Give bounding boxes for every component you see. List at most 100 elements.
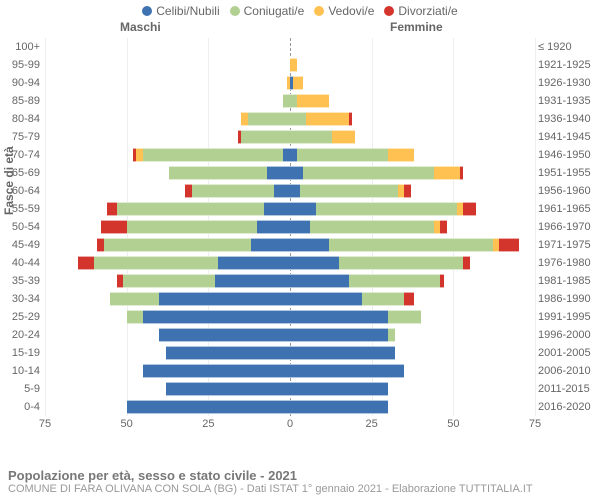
bar-male — [166, 382, 290, 396]
bar-male — [169, 166, 290, 180]
bar-segment — [290, 202, 316, 216]
bar-female — [290, 112, 352, 126]
bar-segment — [306, 112, 348, 126]
pyramid-row: 85-891931-1935 — [45, 92, 535, 110]
bar-segment — [388, 148, 414, 162]
footer: Popolazione per età, sesso e stato civil… — [8, 468, 533, 495]
bar-segment — [110, 292, 159, 306]
bar-female — [290, 400, 388, 414]
pyramid-row: 70-741946-1950 — [45, 146, 535, 164]
bar-segment — [248, 112, 290, 126]
bar-male — [159, 328, 290, 342]
bar-segment — [349, 274, 440, 288]
x-tick: 0 — [287, 418, 293, 430]
bar-male — [241, 112, 290, 126]
bar-male — [101, 220, 290, 234]
pyramid-row: 5-92011-2015 — [45, 380, 535, 398]
bars-wrap — [45, 256, 535, 270]
age-label: 10-14 — [0, 365, 40, 377]
bar-male — [166, 346, 290, 360]
age-label: 75-79 — [0, 131, 40, 143]
bar-segment — [290, 112, 306, 126]
legend-item: Divorziati/e — [384, 4, 457, 18]
age-label: 70-74 — [0, 149, 40, 161]
bars-wrap — [45, 40, 535, 54]
pyramid-row: 20-241996-2000 — [45, 326, 535, 344]
pyramid-row: 80-841936-1940 — [45, 110, 535, 128]
bar-male — [238, 130, 290, 144]
bar-segment — [251, 238, 290, 252]
bar-male — [127, 400, 290, 414]
bar-male — [127, 310, 290, 324]
birth-year-label: 1991-1995 — [538, 311, 600, 323]
bar-segment — [166, 346, 290, 360]
legend-label: Vedovi/e — [328, 4, 374, 18]
bar-segment — [329, 238, 492, 252]
bar-segment — [290, 400, 388, 414]
birth-year-label: 2016-2020 — [538, 401, 600, 413]
x-tick: 25 — [202, 418, 214, 430]
pyramid-row: 0-42016-2020 — [45, 398, 535, 416]
birth-year-label: 1946-1950 — [538, 149, 600, 161]
bar-female — [290, 382, 388, 396]
age-label: 100+ — [0, 41, 40, 53]
pyramid-row: 60-641956-1960 — [45, 182, 535, 200]
bar-segment — [290, 238, 329, 252]
bar-segment — [303, 166, 434, 180]
pyramid-row: 40-441976-1980 — [45, 254, 535, 272]
header-male: Maschi — [120, 20, 161, 34]
header-female: Femmine — [390, 20, 443, 34]
bars-wrap — [45, 310, 535, 324]
bar-segment — [78, 256, 94, 270]
bar-female — [290, 148, 414, 162]
pyramid-row: 65-691951-1955 — [45, 164, 535, 182]
bars-wrap — [45, 238, 535, 252]
age-label: 40-44 — [0, 257, 40, 269]
age-label: 60-64 — [0, 185, 40, 197]
birth-year-label: 1961-1965 — [538, 203, 600, 215]
legend-item: Coniugati/e — [230, 4, 305, 18]
pyramid-row: 75-791941-1945 — [45, 128, 535, 146]
bar-segment — [434, 166, 460, 180]
legend-item: Celibi/Nubili — [142, 4, 219, 18]
x-tick: 50 — [447, 418, 459, 430]
bar-segment — [117, 202, 264, 216]
bars-wrap — [45, 184, 535, 198]
birth-year-label: 2006-2010 — [538, 365, 600, 377]
bar-segment — [267, 166, 290, 180]
bars-wrap — [45, 76, 535, 90]
birth-year-label: 1931-1935 — [538, 95, 600, 107]
age-label: 45-49 — [0, 239, 40, 251]
bar-segment — [388, 328, 395, 342]
bar-segment — [192, 184, 274, 198]
birth-year-label: 1976-1980 — [538, 257, 600, 269]
bar-female — [290, 76, 303, 90]
bars-wrap — [45, 112, 535, 126]
bar-segment — [143, 364, 290, 378]
bar-segment — [290, 382, 388, 396]
age-label: 20-24 — [0, 329, 40, 341]
pyramid-row: 35-391981-1985 — [45, 272, 535, 290]
bars-wrap — [45, 148, 535, 162]
birth-year-label: 1986-1990 — [538, 293, 600, 305]
bar-segment — [404, 292, 414, 306]
bar-segment — [290, 130, 332, 144]
bars-wrap — [45, 274, 535, 288]
birth-year-label: 1951-1955 — [538, 167, 600, 179]
legend-swatch — [384, 6, 394, 16]
pyramid-row: 100+≤ 1920 — [45, 38, 535, 56]
bar-female — [290, 184, 411, 198]
bars-wrap — [45, 364, 535, 378]
bar-segment — [316, 202, 456, 216]
bar-segment — [290, 292, 362, 306]
age-label: 85-89 — [0, 95, 40, 107]
bar-segment — [264, 202, 290, 216]
bar-segment — [290, 364, 404, 378]
bar-segment — [290, 310, 388, 324]
bar-male — [133, 148, 290, 162]
bar-female — [290, 328, 395, 342]
bar-segment — [290, 184, 300, 198]
pyramid-row: 25-291991-1995 — [45, 308, 535, 326]
bar-segment — [290, 256, 339, 270]
bar-segment — [290, 220, 310, 234]
